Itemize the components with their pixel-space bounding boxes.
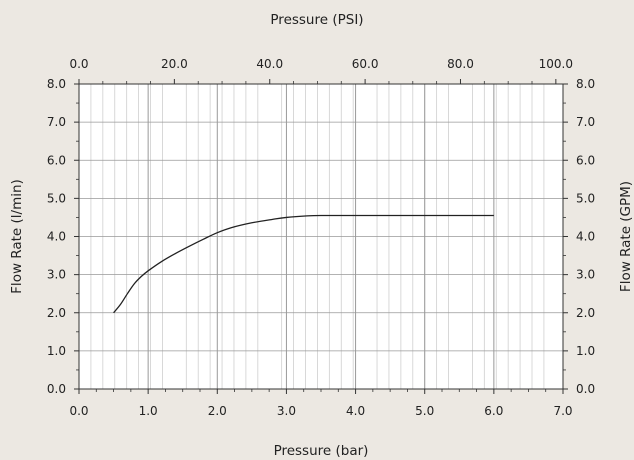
y2-tick-label: 4.0	[576, 230, 595, 244]
x2-tick-label: 80.0	[447, 57, 474, 71]
tick-marks	[74, 79, 568, 394]
series-line-0	[113, 214, 494, 314]
y2-tick-label: 5.0	[576, 191, 595, 205]
y2-tick-label: 6.0	[576, 153, 595, 167]
y2-tick-label: 1.0	[576, 344, 595, 358]
y2-axis-title: Flow Rate (GPM)	[618, 181, 634, 292]
y-tick-label: 7.0	[47, 115, 66, 129]
major-grid	[79, 84, 563, 389]
y-tick-label: 2.0	[47, 306, 66, 320]
x-tick-label: 1.0	[139, 404, 158, 418]
y2-tick-label: 8.0	[576, 77, 595, 91]
x-tick-label: 7.0	[553, 404, 572, 418]
y-tick-label: 5.0	[47, 191, 66, 205]
x-tick-label: 0.0	[69, 404, 88, 418]
x2-tick-label: 100.0	[539, 57, 573, 71]
x-tick-label: 6.0	[484, 404, 503, 418]
y-tick-label: 3.0	[47, 268, 66, 282]
x-axis-title: Pressure (bar)	[274, 443, 369, 459]
x-tick-label: 5.0	[415, 404, 434, 418]
y-tick-label: 6.0	[47, 153, 66, 167]
x2-tick-label: 0.0	[69, 57, 88, 71]
x-tick-label: 4.0	[346, 404, 365, 418]
y2-tick-label: 3.0	[576, 268, 595, 282]
x2-tick-label: 20.0	[161, 57, 188, 71]
y-tick-label: 4.0	[47, 230, 66, 244]
y2-tick-label: 2.0	[576, 306, 595, 320]
y-tick-label: 1.0	[47, 344, 66, 358]
x-tick-label: 3.0	[277, 404, 296, 418]
y-tick-label: 0.0	[47, 382, 66, 396]
y2-tick-label: 7.0	[576, 115, 595, 129]
x2-tick-label: 40.0	[256, 57, 283, 71]
y-tick-label: 8.0	[47, 77, 66, 91]
y-axis-title: Flow Rate (l/min)	[9, 179, 25, 294]
series-group	[113, 214, 494, 314]
tick-labels: 0.0 1.0 2.0 3.0 4.0 5.0 6.0 7.0 0.0 20.0 40.0 60.0 8…	[47, 57, 595, 418]
y2-tick-label: 0.0	[576, 382, 595, 396]
x-tick-label: 2.0	[208, 404, 227, 418]
x2-tick-label: 60.0	[352, 57, 379, 71]
x2-axis-title: Pressure (PSI)	[270, 12, 363, 28]
